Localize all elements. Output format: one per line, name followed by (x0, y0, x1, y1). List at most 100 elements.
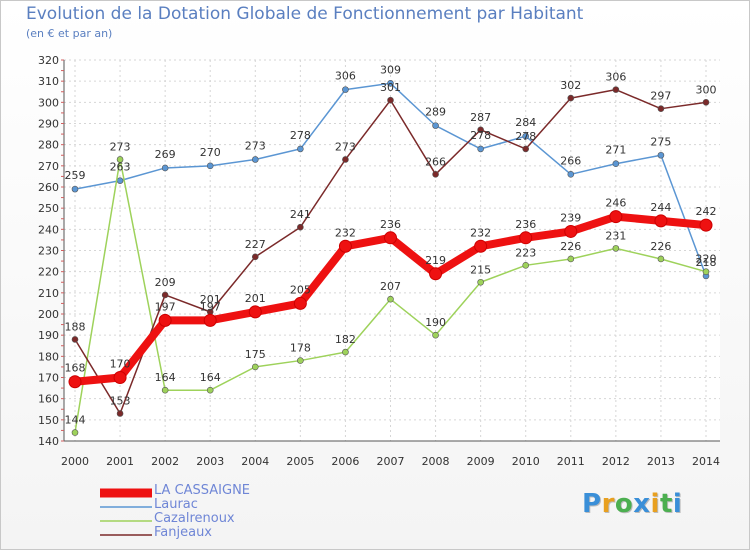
data-point-la-cassaigne (203, 313, 217, 327)
data-label-cazalrenoux: 231 (605, 229, 626, 242)
proxiti-logo: Proxiti (582, 489, 682, 519)
data-point-cazalrenoux (206, 386, 214, 394)
data-label-fanjeaux: 227 (245, 238, 266, 251)
data-label-fanjeaux: 302 (560, 79, 581, 92)
data-label-la-cassaigne: 219 (425, 254, 446, 267)
data-label-lauracc: 289 (425, 106, 446, 119)
y-tick-label: 300 (38, 96, 59, 109)
data-point-cazalrenoux (387, 295, 394, 303)
data-label-cazalrenoux: 175 (245, 348, 266, 361)
y-tick-label: 250 (38, 202, 59, 215)
data-point-la-cassaigne (384, 231, 397, 245)
data-point-cazalrenoux (297, 357, 304, 364)
x-tick-label: 2006 (331, 455, 359, 468)
data-label-cazalrenoux: 273 (110, 140, 131, 153)
y-tick-label: 170 (38, 372, 59, 385)
data-point-la-cassaigne (68, 375, 82, 389)
data-label-lauracc: 275 (650, 135, 671, 148)
x-tick-label: 2012 (602, 455, 630, 468)
data-point-la-cassaigne (338, 239, 352, 253)
data-label-fanjeaux: 300 (696, 83, 717, 96)
logo-letter: i (672, 489, 683, 519)
y-tick-label: 260 (38, 181, 59, 194)
data-label-lauracc: 278 (290, 129, 311, 142)
y-tick-label: 230 (38, 245, 59, 258)
data-point-lauracc (612, 160, 620, 168)
y-tick-label: 270 (38, 160, 59, 173)
data-label-lauracc: 271 (605, 144, 626, 157)
data-point-la-cassaigne (113, 371, 127, 384)
data-point-cazalrenoux (612, 245, 620, 252)
x-tick-label: 2013 (647, 455, 675, 468)
data-point-lauracc (342, 86, 349, 93)
axes: 140 150 160 170 180 190 200 210 220 230 240 250 260 2… (38, 54, 720, 468)
x-tick-label: 2014 (692, 455, 720, 468)
y-tick-label: 320 (38, 54, 59, 67)
grid (64, 59, 720, 442)
x-tick-label: 2002 (151, 455, 179, 468)
data-point-cazalrenoux (477, 278, 484, 286)
data-point-cazalrenoux (522, 262, 530, 269)
data-label-fanjeaux: 266 (425, 155, 446, 168)
x-tick-label: 2007 (377, 455, 405, 468)
data-label-lauracc: 284 (515, 116, 536, 129)
data-point-lauracc (206, 162, 214, 170)
x-tick-label: 2009 (467, 455, 495, 468)
data-label-lauracc: 218 (696, 256, 717, 269)
logo-letter: i (650, 489, 660, 519)
data-label-fanjeaux: 201 (200, 293, 221, 306)
data-label-cazalrenoux: 182 (335, 333, 356, 346)
data-point-cazalrenoux (702, 268, 710, 275)
data-label-fanjeaux: 241 (290, 208, 311, 221)
data-label-fanjeaux: 287 (470, 111, 491, 124)
data-label-la-cassaigne: 201 (245, 292, 266, 305)
data-label-cazalrenoux: 164 (200, 371, 221, 384)
data-label-cazalrenoux: 144 (65, 414, 86, 427)
data-point-cazalrenoux (567, 255, 575, 263)
data-point-la-cassaigne (564, 224, 578, 238)
legend-swatch-laurac (100, 506, 152, 508)
data-label-cazalrenoux: 215 (470, 263, 491, 276)
data-label-fanjeaux: 153 (110, 394, 131, 407)
data-label-la-cassaigne: 232 (470, 226, 491, 239)
data-point-lauracc (387, 79, 394, 87)
data-point-la-cassaigne (654, 214, 668, 228)
data-point-lauracc (477, 145, 484, 153)
data-point-la-cassaigne (474, 239, 488, 253)
x-tick-label: 2001 (106, 455, 134, 468)
data-point-lauracc (567, 171, 575, 178)
y-tick-label: 190 (38, 329, 59, 342)
y-tick-label: 290 (38, 118, 59, 131)
data-label-fanjeaux: 306 (605, 71, 626, 84)
data-point-la-cassaigne (699, 218, 713, 232)
data-label-fanjeaux: 278 (515, 130, 536, 143)
legend-label: Cazalrenoux (154, 511, 235, 526)
data-point-cazalrenoux (251, 363, 259, 371)
y-tick-label: 210 (38, 287, 59, 300)
data-point-lauracc (432, 122, 439, 129)
data-point-cazalrenoux (432, 331, 439, 339)
legend-label: Fanjeaux (154, 525, 212, 540)
y-tick-label: 310 (38, 75, 59, 88)
data-point-la-cassaigne (519, 231, 533, 245)
data-label-lauracc: 306 (335, 70, 356, 83)
data-label-la-cassaigne: 197 (155, 300, 176, 313)
data-label-la-cassaigne: 205 (290, 283, 311, 296)
y-tick-label: 200 (38, 308, 59, 321)
y-tick-label: 150 (38, 414, 59, 427)
data-label-lauracc: 269 (155, 148, 176, 161)
data-point-cazalrenoux (342, 348, 349, 356)
data-label-fanjeaux: 209 (155, 276, 176, 289)
data-label-fanjeaux: 301 (380, 81, 401, 94)
data-point-la-cassaigne (429, 267, 443, 281)
data-label-lauracc: 266 (560, 154, 581, 167)
data-point-lauracc (657, 151, 665, 159)
y-tick-label: 160 (38, 393, 59, 406)
data-label-lauracc: 309 (380, 63, 401, 76)
data-label-lauracc: 263 (110, 161, 131, 174)
data-point-la-cassaigne (158, 313, 172, 327)
data-label-la-cassaigne: 242 (696, 205, 717, 218)
data-label-cazalrenoux: 220 (696, 253, 717, 266)
data-label-lauracc: 270 (200, 146, 221, 159)
